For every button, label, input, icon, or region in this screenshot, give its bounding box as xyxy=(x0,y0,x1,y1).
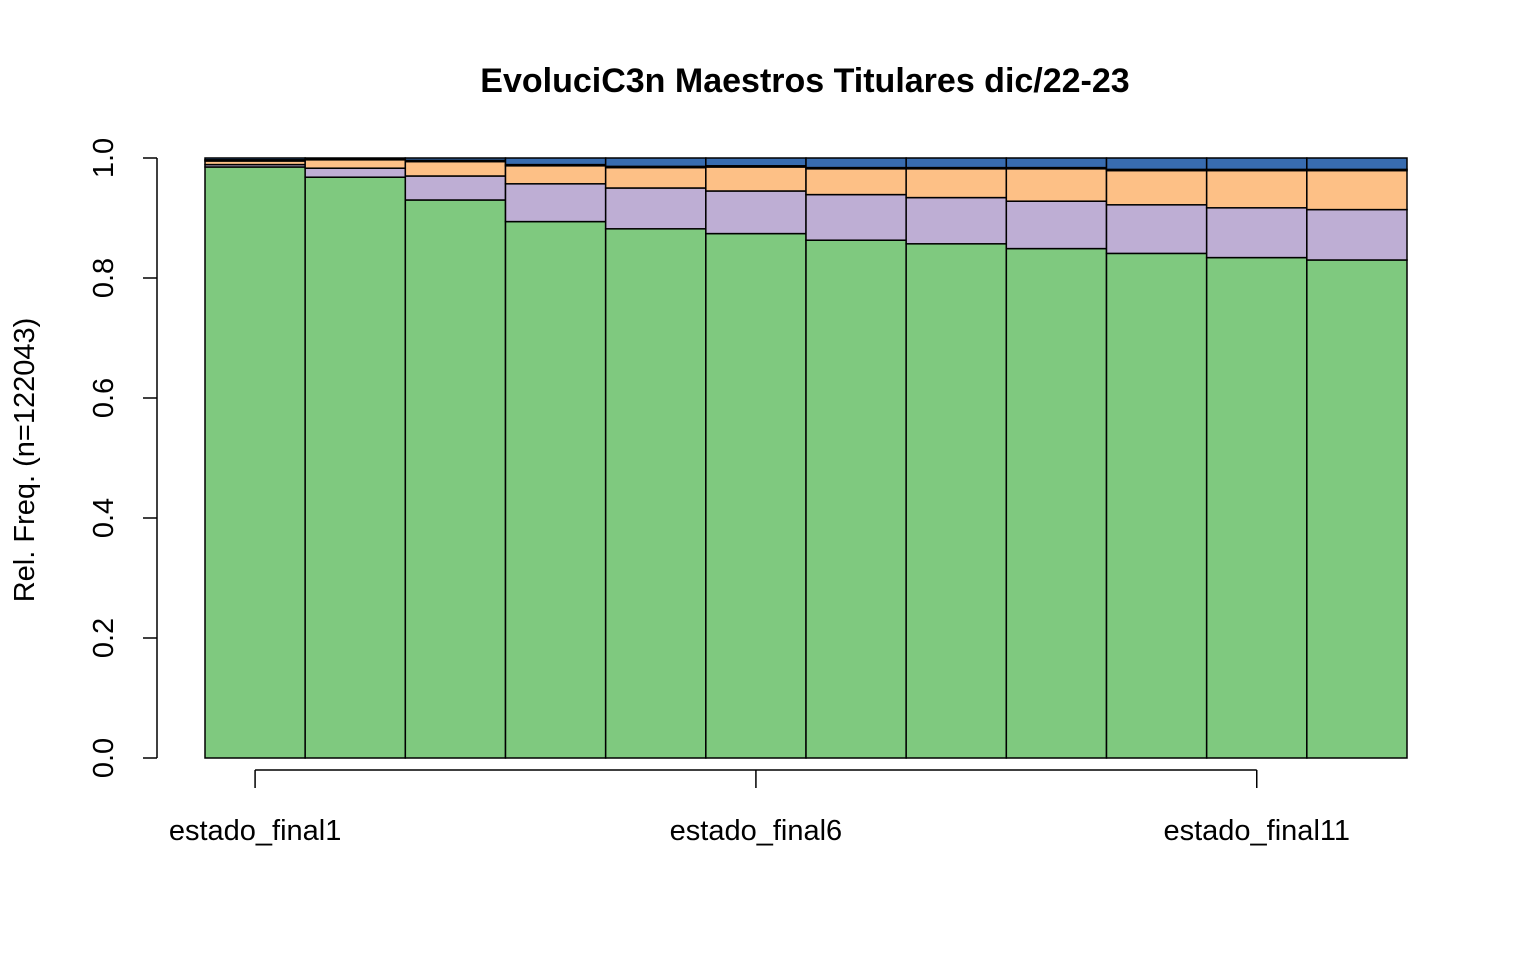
bar-segment-6-3 xyxy=(705,166,807,192)
bar-segment-4-2 xyxy=(504,183,607,223)
bar-segment-9-3 xyxy=(1005,168,1108,202)
bar-segment-9-2 xyxy=(1005,200,1108,250)
y-tick-label-5: 1.0 xyxy=(88,138,120,178)
bar-segment-8-5 xyxy=(905,157,1008,169)
bar-segment-1-1 xyxy=(204,166,306,759)
bar-segment-5-3 xyxy=(604,166,707,189)
y-tick-label-4: 0.8 xyxy=(88,258,120,298)
bar-segment-12-2 xyxy=(1306,208,1408,261)
bar-segment-2-2 xyxy=(304,167,407,178)
y-tick-label-0: 0.0 xyxy=(88,738,120,778)
bar-segment-8-3 xyxy=(905,168,1008,199)
bar-segment-3-1 xyxy=(404,199,507,759)
bar-segment-6-5 xyxy=(705,157,807,167)
bar-segment-5-5 xyxy=(604,157,707,168)
bar-segment-5-2 xyxy=(604,187,707,230)
bar-segment-6-1 xyxy=(705,232,807,759)
bar-segment-7-3 xyxy=(805,168,907,196)
y-axis: 0.0 0.2 0.4 0.6 0.8 1.0 xyxy=(88,138,158,778)
y-axis-label: Rel. Freq. (n=122043) xyxy=(9,318,41,603)
bar-segment-2-1 xyxy=(304,176,407,759)
bar-segment-7-5 xyxy=(805,157,907,169)
bar-segment-8-2 xyxy=(905,196,1008,245)
bar-segment-7-1 xyxy=(805,239,907,759)
bar-segment-11-1 xyxy=(1205,256,1308,759)
bar-segment-1-5 xyxy=(204,157,306,161)
bar-segment-4-1 xyxy=(504,220,607,759)
bar-segment-7-2 xyxy=(805,193,907,241)
y-tick-label-1: 0.2 xyxy=(88,618,120,658)
bar-segment-10-1 xyxy=(1105,252,1208,759)
bar-segment-9-1 xyxy=(1005,247,1108,759)
bar-segment-3-3 xyxy=(404,160,507,177)
bar-segment-5-1 xyxy=(604,228,707,759)
bar-segment-10-5 xyxy=(1105,157,1208,171)
bar-segment-11-2 xyxy=(1205,207,1308,259)
bar-segment-2-5 xyxy=(304,157,407,160)
x-tick-label-1: estado_final6 xyxy=(670,815,843,847)
bar-segment-12-1 xyxy=(1306,259,1408,759)
bar-segment-10-2 xyxy=(1105,204,1208,255)
bar-segment-4-5 xyxy=(504,157,607,166)
bar-segment-9-5 xyxy=(1005,157,1108,169)
y-tick-label-3: 0.6 xyxy=(88,378,120,418)
y-tick-label-2: 0.4 xyxy=(88,498,120,538)
x-tick-label-0: estado_final1 xyxy=(169,815,342,847)
bar-segment-3-5 xyxy=(404,157,507,162)
bar-segment-3-2 xyxy=(404,175,507,201)
bar-segment-10-3 xyxy=(1105,169,1208,206)
bar-segment-12-3 xyxy=(1306,169,1408,211)
x-axis: estado_final1 estado_final6 estado_final11 xyxy=(169,769,1350,847)
bar-segment-2-3 xyxy=(304,159,407,169)
bars-group xyxy=(204,157,1408,759)
bar-segment-8-1 xyxy=(905,243,1008,759)
chart-title: EvoluciC3n Maestros Titulares dic/22-23 xyxy=(480,62,1129,100)
bar-segment-11-5 xyxy=(1205,157,1308,171)
bar-segment-12-5 xyxy=(1306,157,1408,171)
bar-segment-11-3 xyxy=(1205,169,1308,209)
bar-segment-4-3 xyxy=(504,165,607,185)
x-tick-label-2: estado_final11 xyxy=(1163,815,1350,847)
bar-segment-6-2 xyxy=(705,190,807,235)
